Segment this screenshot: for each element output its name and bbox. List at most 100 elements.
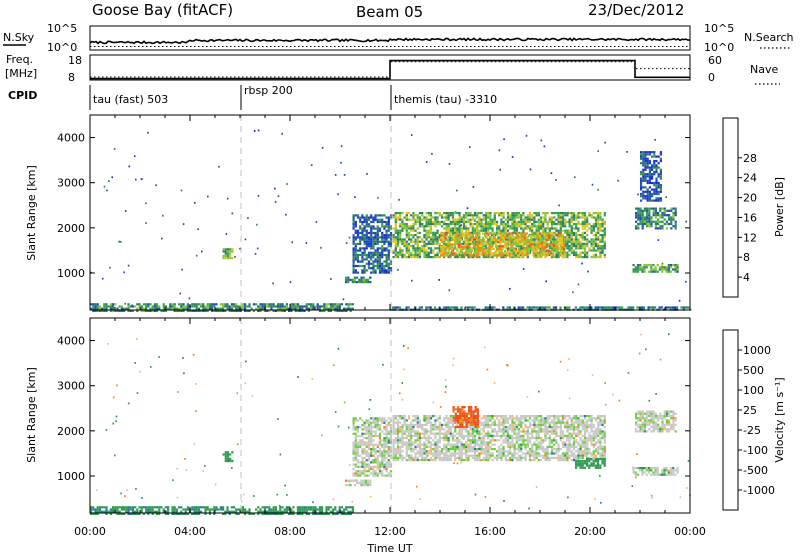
- echo-cell: [665, 270, 668, 273]
- echo-cell: [250, 307, 253, 310]
- echo-cell: [153, 506, 156, 509]
- echo-cell: [427, 236, 430, 239]
- echo-cell: [354, 242, 357, 246]
- echo-cell: [354, 470, 357, 473]
- echo-cell: [392, 428, 395, 431]
- echo-cell: [457, 243, 460, 246]
- echo-cell: [396, 428, 400, 431]
- echo-cell: [471, 450, 474, 453]
- echo-cell: [421, 450, 424, 453]
- echo-cell: [467, 445, 470, 448]
- echo-cell: [440, 239, 443, 242]
- echo-cell: [367, 481, 370, 484]
- echo-cell: [456, 223, 459, 226]
- echo-cell: [465, 459, 468, 462]
- echo-cell: [387, 437, 390, 440]
- echo-cell: [440, 247, 443, 250]
- echo-cell: [594, 253, 598, 256]
- echo-cell: [180, 510, 183, 513]
- echo-cell: [546, 242, 549, 245]
- echo-cell: [241, 510, 244, 513]
- echo-cell: [274, 506, 277, 509]
- echo-cell: [517, 223, 521, 226]
- echo-cell: [566, 229, 569, 232]
- echo-cell: [601, 225, 604, 228]
- echo-cell: [405, 443, 408, 446]
- echo-cell: [206, 303, 209, 306]
- echo-cell: [579, 256, 582, 259]
- echo-cell: [438, 242, 441, 245]
- echo-cell: [418, 452, 422, 455]
- echo-cell: [412, 423, 415, 426]
- echo-cell: [511, 220, 514, 223]
- echo-cell: [653, 155, 656, 158]
- echo-cell: [535, 238, 538, 241]
- echo-cell: [577, 216, 580, 219]
- echo-cell: [557, 216, 560, 219]
- scatter-point: [397, 268, 399, 271]
- echo-cell: [661, 225, 664, 228]
- echo-cell: [655, 181, 658, 185]
- echo-cell: [467, 229, 470, 232]
- echo-cell: [436, 419, 439, 422]
- echo-cell: [387, 271, 390, 274]
- echo-cell: [378, 472, 382, 475]
- echo-cell: [646, 159, 649, 163]
- echo-cell: [407, 448, 411, 451]
- echo-cell: [644, 190, 647, 193]
- echo-cell: [471, 454, 474, 457]
- echo-cell: [401, 251, 404, 254]
- echo-cell: [359, 260, 362, 263]
- echo-cell: [416, 231, 419, 234]
- scatter-point: [550, 172, 553, 175]
- echo-cell: [381, 236, 384, 239]
- echo-cell: [432, 234, 435, 237]
- echo-cell: [659, 197, 662, 200]
- echo-cell: [469, 439, 472, 442]
- echo-cell: [167, 307, 170, 310]
- echo-cell: [358, 281, 361, 284]
- echo-cell: [473, 227, 477, 230]
- echo-cell: [506, 225, 510, 228]
- echo-cell: [499, 252, 502, 255]
- echo-cell: [345, 303, 348, 306]
- echo-cell: [396, 426, 400, 429]
- echo-cell: [506, 220, 510, 223]
- echo-cell: [318, 508, 321, 511]
- echo-cell: [438, 234, 441, 237]
- echo-cell: [399, 417, 402, 420]
- echo-cell: [513, 218, 516, 221]
- scatter-point: [141, 497, 143, 499]
- echo-cell: [427, 441, 430, 444]
- scatter-point: [600, 501, 602, 504]
- scatter-point: [254, 253, 257, 255]
- echo-cell: [654, 209, 657, 212]
- echo-cell: [515, 234, 518, 237]
- echo-cell: [508, 243, 511, 246]
- echo-cell: [378, 214, 382, 217]
- echo-cell: [107, 510, 110, 513]
- echo-cell: [539, 250, 542, 253]
- echo-cell: [401, 430, 404, 433]
- echo-cell: [389, 456, 393, 460]
- power-ylabel: Slant Range [km]: [25, 165, 38, 261]
- echo-cell: [476, 242, 479, 245]
- echo-cell: [520, 216, 523, 219]
- scatter-point: [445, 385, 447, 388]
- echo-cell: [646, 181, 649, 185]
- echo-cell: [455, 239, 458, 242]
- echo-cell: [352, 251, 355, 254]
- echo-cell: [603, 212, 606, 215]
- echo-cell: [305, 307, 308, 310]
- echo-cell: [462, 225, 466, 228]
- echo-cell: [374, 426, 377, 429]
- echo-cell: [405, 229, 408, 232]
- echo-cell: [367, 456, 371, 460]
- echo-cell: [653, 173, 656, 176]
- echo-cell: [466, 250, 469, 253]
- echo-cell: [405, 445, 408, 448]
- echo-cell: [347, 307, 350, 310]
- echo-cell: [533, 242, 536, 245]
- echo-cell: [440, 423, 444, 426]
- echo-cell: [94, 510, 97, 513]
